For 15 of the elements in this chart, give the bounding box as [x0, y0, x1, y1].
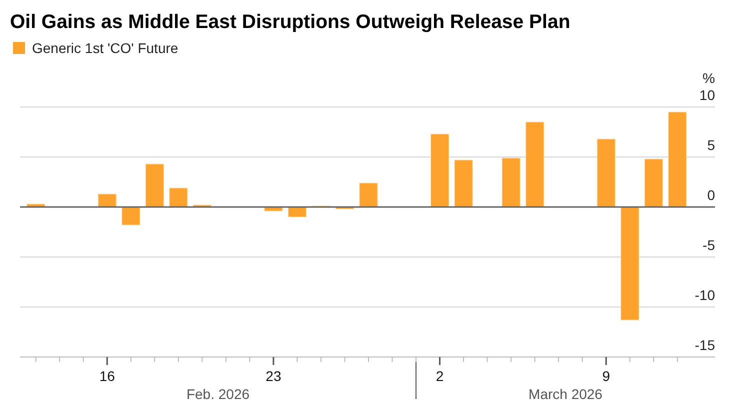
- y-tick-label: -10: [694, 287, 716, 303]
- y-axis-title: %: [702, 70, 715, 86]
- x-tick-label: 16: [99, 368, 116, 384]
- x-tick-label: 2: [436, 368, 444, 384]
- y-tick-label: 5: [707, 137, 716, 153]
- y-tick-label: -5: [702, 237, 716, 253]
- y-tick-label: 0: [707, 187, 716, 203]
- text: Feb. 2026: [186, 386, 250, 402]
- text: March 2026: [528, 386, 603, 402]
- y-tick-label: -15: [694, 337, 716, 353]
- chart-title: Oil Gains as Middle East Disruptions Outweigh Release Plan: [10, 11, 570, 33]
- x-tick-label: 9: [602, 368, 610, 384]
- legend-label: Generic 1st 'CO' Future: [32, 40, 178, 56]
- y-tick-label: 10: [699, 87, 716, 103]
- x-tick-label: 23: [266, 368, 282, 384]
